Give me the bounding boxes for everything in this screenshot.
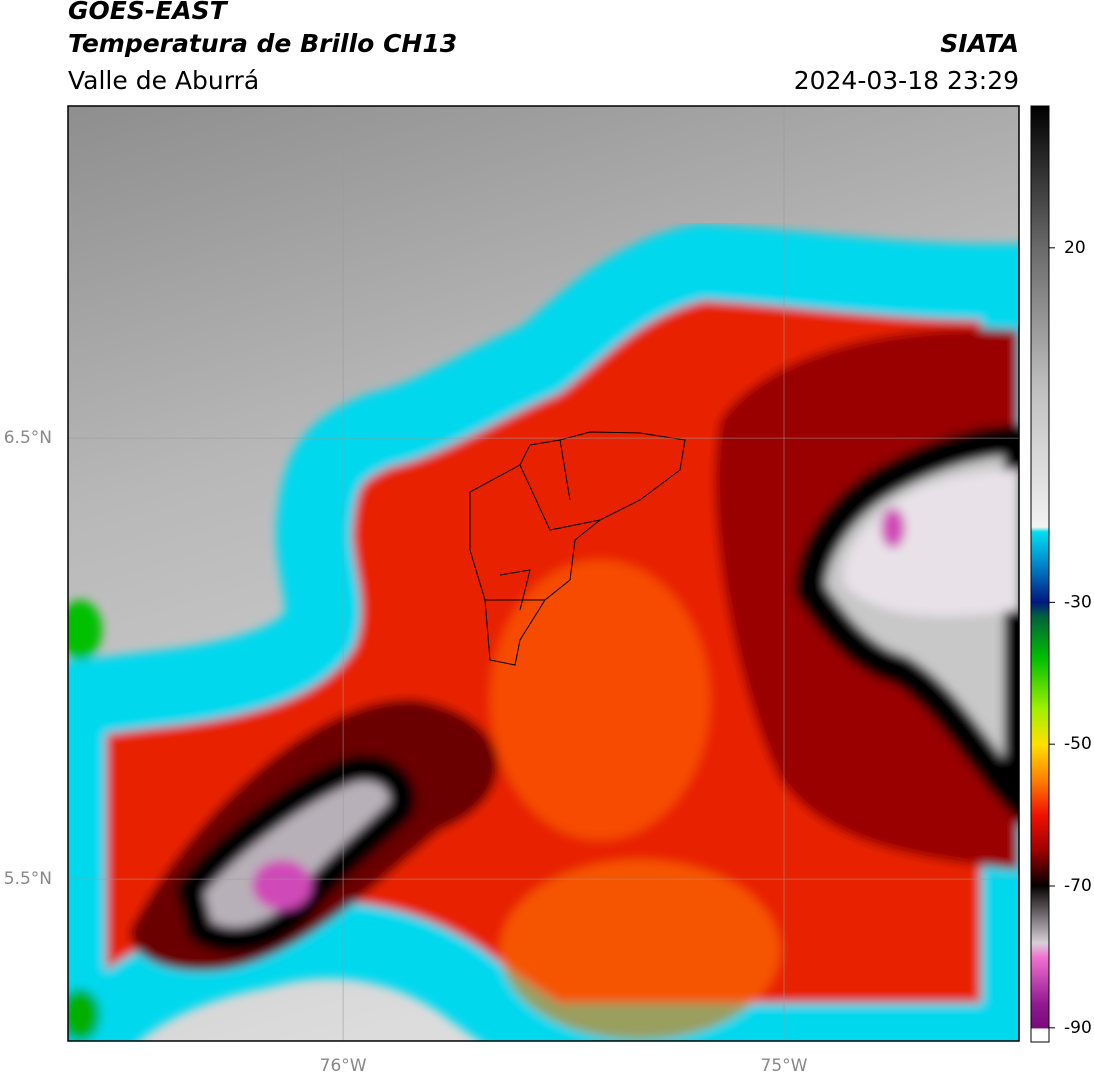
colorbar-tick-label: -70 — [1064, 876, 1092, 896]
lat-tick-label: 6.5°N — [4, 428, 52, 448]
colorbar-tick-label: -90 — [1064, 1018, 1092, 1038]
datetime: 2024-03-18 23:29 — [794, 66, 1019, 95]
colorbar-tick-label: -30 — [1064, 592, 1092, 612]
title: GOES-EAST — [68, 0, 229, 25]
source: SIATA — [940, 29, 1019, 58]
colorbar-tick-label: -50 — [1064, 734, 1092, 754]
region: Valle de Aburrá — [68, 66, 259, 95]
colorbar-tick-label: 20 — [1064, 238, 1086, 258]
subtitle: Temperatura de Brillo CH13 — [68, 29, 457, 58]
plot-frame — [67, 105, 1020, 1042]
satellite-image — [68, 106, 1019, 1041]
lon-tick-label: 76°W — [320, 1056, 367, 1076]
lon-tick-label: 75°W — [761, 1056, 808, 1076]
lat-tick-label: 5.5°N — [4, 869, 52, 889]
colorbar — [1030, 105, 1050, 1043]
